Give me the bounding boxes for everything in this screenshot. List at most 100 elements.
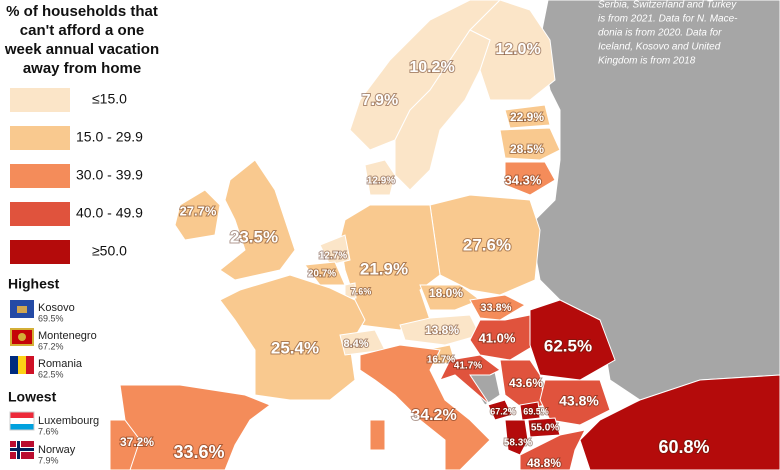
region-label: 41.7% — [454, 361, 482, 372]
region — [519, 401, 541, 421]
region-label: 13.8% — [425, 323, 459, 337]
title-line: can't afford a one — [20, 22, 144, 39]
region — [359, 344, 491, 470]
note-line: Iceland, Kosovo and United — [598, 42, 721, 53]
region-label: 33.8% — [480, 302, 511, 314]
region-label: 43.8% — [559, 393, 599, 409]
ranking-name: Romania — [38, 358, 83, 370]
region — [174, 189, 221, 241]
region-label: 20.7% — [308, 269, 336, 280]
legend-label: ≤15.0 — [92, 91, 127, 107]
legend-swatch — [10, 240, 70, 264]
ranking-name: Norway — [38, 444, 76, 456]
region — [469, 314, 536, 361]
ranking-value: 7.9% — [38, 455, 59, 465]
title-line: away from home — [23, 60, 141, 77]
region — [487, 399, 513, 421]
ranking-name: Kosovo — [38, 302, 75, 314]
region — [469, 294, 527, 321]
flag-montenegro — [10, 328, 34, 346]
ranking-name: Luxembourg — [38, 415, 99, 427]
region — [439, 354, 501, 406]
region — [119, 384, 272, 470]
region-label: 18.0% — [429, 286, 463, 300]
region-island — [369, 419, 386, 451]
region-label: 55.0% — [531, 423, 559, 434]
region-label: 58.3% — [504, 438, 532, 449]
region — [499, 127, 561, 161]
region — [219, 274, 366, 401]
region-label: 12.7% — [319, 251, 347, 262]
region-label: 21.9% — [360, 259, 408, 278]
legend-label: 40.0 - 49.9 — [76, 205, 143, 221]
region-labels: 10.2% 12.0% 7.9% 22.9% 28.5% 34.3% 12.9% 27.7% 2… — [119, 40, 711, 470]
ranking-name: Montenegro — [38, 330, 97, 342]
region-label: 27.6% — [463, 235, 511, 254]
flag-luxembourg — [9, 411, 35, 431]
region — [219, 159, 296, 281]
region — [504, 419, 529, 456]
region-label: 10.2% — [409, 59, 454, 76]
ranking-value: 62.5% — [38, 369, 64, 379]
legend-label: 15.0 - 29.9 — [76, 129, 143, 145]
region-label: 12.0% — [495, 41, 540, 58]
note: Serbia, Switzerland and Turkey is from 20… — [598, 0, 738, 67]
region-label: 60.8% — [658, 437, 709, 457]
note-line: donia is from 2020. Data for — [598, 28, 722, 39]
region-label: 28.5% — [510, 142, 544, 156]
flag-norway — [10, 441, 34, 459]
region — [344, 282, 357, 299]
region — [519, 429, 586, 470]
highest-heading: Highest — [8, 276, 60, 292]
region-label: 23.5% — [230, 227, 278, 246]
legend: ≤15.0 15.0 - 29.9 30.0 - 39.9 40.0 - 49.9 ≥5… — [10, 88, 143, 264]
region — [419, 284, 482, 311]
region — [504, 161, 556, 196]
title: % of households that can't afford a one we… — [4, 3, 159, 77]
region-label: 7.9% — [362, 92, 398, 109]
region — [539, 379, 611, 426]
region-label: 33.6% — [173, 442, 224, 462]
region-label: 25.4% — [271, 338, 319, 357]
region — [319, 234, 351, 266]
region — [339, 204, 441, 331]
legend-swatch — [10, 126, 70, 150]
region-label: 34.2% — [411, 407, 456, 424]
legend-swatch — [10, 202, 70, 226]
note-line: Serbia, Switzerland and Turkey — [598, 0, 737, 11]
legend-label: ≥50.0 — [92, 243, 127, 259]
ranking-value: 67.2% — [38, 341, 64, 351]
region — [579, 374, 780, 470]
note-line: Kingdom is from 2018 — [598, 56, 696, 67]
region-label: 62.5% — [544, 336, 592, 355]
region-label: 34.3% — [505, 172, 542, 187]
region — [364, 159, 396, 196]
legend-swatch — [10, 88, 70, 112]
ranking-value: 7.6% — [38, 426, 59, 436]
region-label: 43.6% — [509, 376, 543, 390]
region-label: 22.9% — [510, 110, 544, 124]
region-label: 37.2% — [120, 435, 154, 449]
region-label: 27.7% — [180, 203, 217, 218]
flag-kosovo — [10, 300, 34, 318]
region — [394, 29, 491, 191]
region-label: 16.7% — [427, 355, 455, 366]
ranking-value: 69.5% — [38, 313, 64, 323]
legend-label: 30.0 - 39.9 — [76, 167, 143, 183]
region — [504, 104, 551, 129]
region-label: 67.2% — [490, 406, 516, 416]
regions — [109, 0, 780, 470]
region-label: 12.9% — [367, 176, 395, 187]
legend-swatch — [10, 164, 70, 188]
region-label: 48.8% — [527, 456, 561, 470]
title-line: week annual vacation — [4, 41, 159, 58]
lowest-heading: Lowest — [8, 389, 57, 405]
region-label: 8.4% — [343, 338, 368, 350]
region-label: 69.5% — [523, 406, 549, 416]
region — [529, 299, 616, 381]
note-line: is from 2021. Data for N. Mace- — [598, 14, 738, 25]
title-line: % of households that — [6, 3, 158, 20]
flag-romania — [10, 356, 34, 374]
